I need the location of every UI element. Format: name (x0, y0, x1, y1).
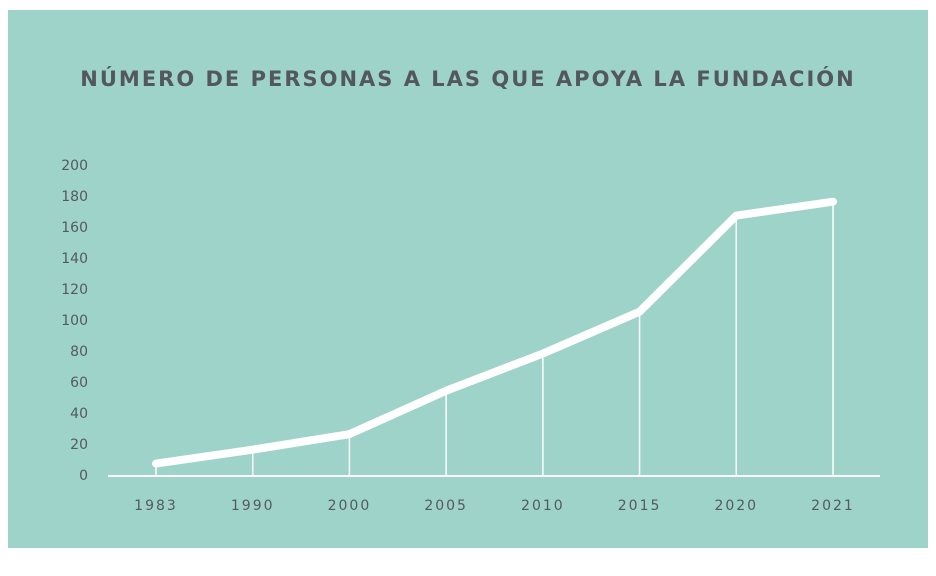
x-tick-label: 2015 (618, 498, 662, 514)
y-tick-label: 0 (79, 468, 88, 484)
x-tick-label: 1990 (231, 498, 275, 514)
x-tick-label: 2010 (521, 498, 565, 514)
x-tick-label: 2005 (424, 498, 468, 514)
y-tick-label: 40 (70, 406, 88, 422)
y-tick-label: 100 (61, 313, 88, 329)
y-tick-label: 60 (70, 375, 88, 391)
x-tick-label: 2000 (328, 498, 372, 514)
y-tick-label: 80 (70, 344, 88, 360)
y-tick-label: 160 (61, 220, 88, 236)
chart-background (8, 10, 928, 548)
x-tick-label: 2020 (714, 498, 758, 514)
y-tick-label: 20 (70, 437, 88, 453)
x-tick-label: 1983 (134, 498, 178, 514)
y-tick-label: 200 (61, 158, 88, 174)
y-tick-label: 120 (61, 282, 88, 298)
y-tick-label: 140 (61, 251, 88, 267)
y-tick-label: 180 (61, 189, 88, 205)
chart-title: NÚMERO DE PERSONAS A LAS QUE APOYA LA FU… (80, 66, 855, 91)
data-line (152, 197, 837, 468)
x-tick-label: 2021 (811, 498, 855, 514)
